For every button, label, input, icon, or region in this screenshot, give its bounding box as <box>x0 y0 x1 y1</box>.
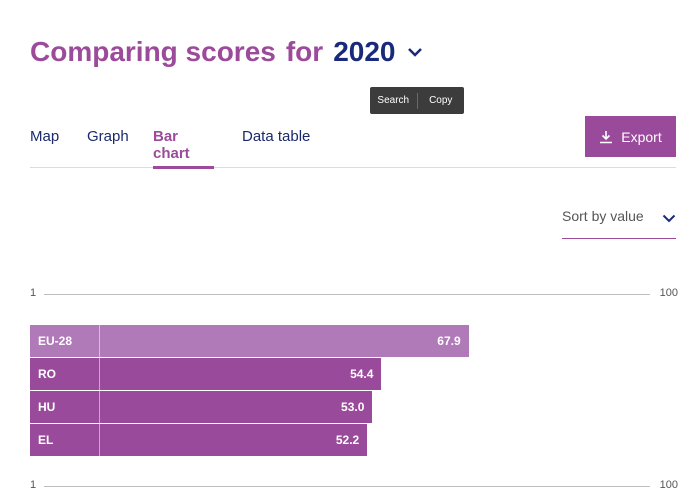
tab-graph[interactable]: Graph <box>87 128 129 145</box>
download-icon <box>600 130 613 143</box>
bar-row: EU-28 67.9 <box>30 325 676 357</box>
chevron-down-icon <box>662 210 676 228</box>
title-text: Comparing scores <box>30 36 276 67</box>
bar-row: RO 54.4 <box>30 358 676 390</box>
sort-dropdown[interactable]: Sort by value <box>562 200 676 239</box>
bar-row: EL 52.2 <box>30 424 676 456</box>
axis-min-label: 1 <box>30 479 37 491</box>
axis-max-label: 100 <box>659 287 678 299</box>
sort-label: Sort by value <box>562 208 644 224</box>
bar-category-label: EU-28 <box>30 325 100 357</box>
bar-category-label: RO <box>30 358 100 390</box>
tab-map[interactable]: Map <box>30 128 60 145</box>
bar-category-label: EL <box>30 424 100 456</box>
bar[interactable] <box>30 424 368 456</box>
axis-max-label: 100 <box>659 479 678 491</box>
copy-button[interactable]: Copy <box>429 95 453 106</box>
axis-top: 1 100 <box>30 287 678 303</box>
bar[interactable] <box>30 358 382 390</box>
bar-value-label: 53.0 <box>341 400 365 414</box>
title-for: for <box>285 36 324 67</box>
year-selector[interactable]: 2020 <box>333 36 396 67</box>
bar-value-label: 67.9 <box>437 334 461 348</box>
export-label: Export <box>621 128 662 145</box>
popup-divider <box>416 92 418 109</box>
bar-chart: EU-28 67.9 RO 54.4 HU 53.0 EL 52.2 <box>30 325 676 457</box>
bar-row: HU 53.0 <box>30 391 676 423</box>
search-button[interactable]: Search <box>377 95 410 106</box>
export-button[interactable]: Export <box>585 116 676 157</box>
axis-line <box>44 486 650 487</box>
axis-min-label: 1 <box>30 287 37 299</box>
context-popup: Search Copy <box>370 87 464 114</box>
bar-value-label: 52.2 <box>335 433 360 447</box>
tab-bar-chart[interactable]: Bar chart <box>153 128 214 169</box>
tab-data-table[interactable]: Data table <box>242 128 311 145</box>
bar-value-label: 54.4 <box>350 367 374 381</box>
bar[interactable] <box>30 391 373 423</box>
bar[interactable] <box>30 325 469 357</box>
axis-bottom: 1 100 <box>30 479 678 495</box>
axis-line <box>44 294 650 295</box>
view-tabs: Map Graph Bar chart Data table <box>30 118 676 169</box>
bar-category-label: HU <box>30 391 100 423</box>
page-title: Comparing scores for 2020 <box>30 30 423 74</box>
chevron-down-icon[interactable] <box>407 47 423 57</box>
